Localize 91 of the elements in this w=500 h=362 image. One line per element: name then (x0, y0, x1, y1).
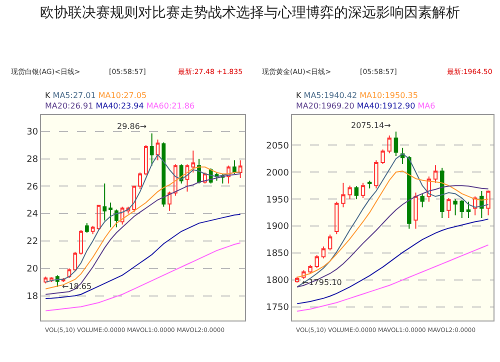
candlestick (90, 225, 95, 235)
candlestick (387, 134, 392, 154)
line-series (296, 153, 489, 288)
y-tick-label: 28 (26, 154, 38, 165)
candlestick (226, 165, 230, 184)
candlestick (174, 164, 178, 196)
candlestick (394, 131, 398, 156)
candlestick (96, 204, 101, 231)
y-tick-label: 1900 (266, 222, 290, 232)
candlestick (84, 222, 89, 234)
candlestick (414, 192, 418, 230)
candlestick (238, 160, 242, 178)
candlestick (162, 142, 166, 208)
candlestick (150, 132, 154, 166)
y-tick-label: 1950 (266, 195, 290, 206)
candlestick (191, 150, 196, 174)
candlestick (114, 208, 118, 228)
candlestick (367, 180, 372, 189)
y-tick-label: 2000 (266, 168, 290, 178)
line-series (296, 218, 489, 304)
y-tick-label: 20 (26, 264, 38, 275)
line-series (296, 185, 489, 288)
text: MA10:27.05 (98, 91, 147, 100)
text: MA40:1912.90 (356, 101, 416, 110)
candlestick (453, 198, 458, 216)
candlestick (433, 164, 438, 184)
line-series (296, 244, 489, 312)
candlestick (138, 172, 142, 190)
y-tick-label: 18 (26, 292, 38, 302)
candlestick (446, 198, 451, 218)
candlestick (102, 182, 107, 221)
line-series (296, 170, 489, 278)
line-series (45, 242, 241, 312)
candlestick (156, 139, 160, 161)
text: MA20:26.91 (45, 101, 94, 110)
candlestick (132, 186, 136, 213)
candlestick (374, 160, 378, 189)
candlestick (328, 234, 332, 251)
candlestick (120, 206, 124, 226)
candlestick (472, 196, 478, 216)
candlestick (302, 270, 306, 280)
text: MA20:1969.20 (296, 101, 354, 110)
text: MA5:27.01 (52, 91, 96, 100)
candlestick (79, 230, 83, 256)
candlestick (460, 200, 464, 218)
candlestick (44, 276, 48, 284)
y-tick-label: 1850 (266, 249, 290, 260)
candlestick (185, 164, 190, 192)
candlestick (466, 201, 471, 218)
candlestick (308, 264, 312, 274)
line-series (45, 214, 241, 299)
candlestick (486, 190, 490, 216)
candlestick (314, 254, 319, 269)
chart-title: 欧协联决赛规则对比赛走势战术选择与心理博弈的深远影响因素解析 (40, 5, 460, 22)
candlestick (126, 206, 130, 214)
text: K (45, 91, 51, 100)
candlestick (407, 155, 412, 230)
text: K (296, 91, 302, 100)
y-tick-label: 30 (26, 128, 38, 138)
candlestick (426, 176, 432, 202)
text: MA40:23.94 (96, 101, 144, 110)
y-tick-label: 24 (26, 210, 38, 220)
candlestick (61, 277, 66, 283)
text: MA60:21.86 (146, 101, 195, 110)
y-tick-label: 1800 (266, 276, 290, 286)
candlestick (50, 276, 54, 283)
text: MA10:1950.35 (360, 91, 418, 100)
candlestick (144, 144, 148, 176)
text: MA6 (418, 101, 436, 110)
candlestick (294, 276, 300, 284)
candlestick (380, 149, 385, 165)
y-tick-label: 22 (26, 237, 38, 248)
y-tick-label: 1750 (266, 303, 290, 314)
y-tick-label: 2050 (266, 141, 290, 152)
candlestick (341, 182, 346, 208)
candlestick (360, 182, 366, 199)
annotation: 29.86→ (117, 122, 147, 131)
candlestick (334, 201, 339, 235)
y-tick-label: 26 (26, 182, 38, 192)
candlestick (354, 186, 359, 200)
candlestick (321, 246, 326, 259)
candlestick (420, 193, 424, 208)
candlestick (203, 172, 207, 184)
candlestick (108, 202, 112, 228)
text: MA5:1940.42 (304, 91, 358, 100)
candlestick (168, 191, 172, 212)
candlestick (73, 251, 78, 272)
candlestick (67, 268, 72, 278)
candlestick (348, 185, 352, 200)
annotation: 2075.14→ (351, 121, 392, 130)
candlestick (232, 160, 236, 174)
